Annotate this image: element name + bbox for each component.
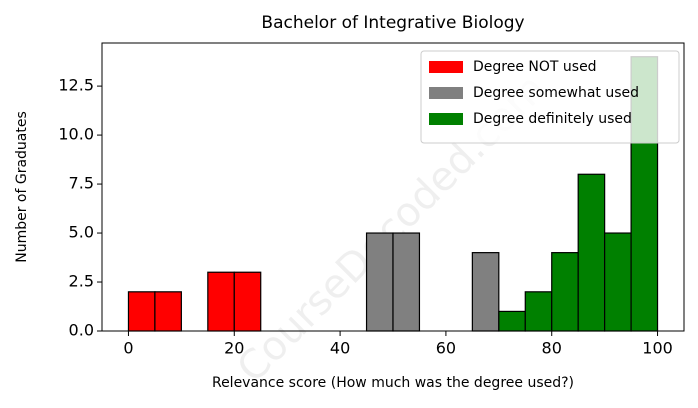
bar bbox=[127, 291, 156, 332]
bar bbox=[577, 173, 606, 332]
legend-label: Degree NOT used bbox=[473, 59, 597, 75]
plot-frame bbox=[101, 42, 685, 332]
y-tick-label: 2.5 bbox=[69, 272, 94, 291]
x-tick-label: 20 bbox=[224, 339, 244, 358]
legend-swatch bbox=[429, 87, 463, 99]
bar bbox=[207, 271, 235, 332]
legend-label: Degree somewhat used bbox=[473, 85, 639, 101]
x-tick-label: 60 bbox=[436, 339, 456, 358]
chart-title: Bachelor of Integrative Biology bbox=[261, 13, 524, 33]
y-tick-label: 5.0 bbox=[69, 223, 94, 242]
x-axis-label: Relevance score (How much was the degree… bbox=[212, 375, 574, 391]
x-tick-label: 40 bbox=[330, 339, 350, 358]
x-tick-label: 0 bbox=[123, 339, 133, 358]
bar bbox=[524, 291, 553, 332]
bar bbox=[365, 232, 394, 332]
y-tick-label: 0.0 bbox=[69, 321, 94, 340]
legend-label: Degree definitely used bbox=[473, 111, 632, 127]
legend-frame bbox=[420, 50, 680, 144]
x-tick-label: 100 bbox=[642, 339, 673, 358]
bar bbox=[604, 232, 632, 332]
bar bbox=[498, 310, 526, 332]
legend-swatch bbox=[429, 113, 463, 125]
bar bbox=[392, 232, 421, 332]
y-tick-label: 12.5 bbox=[58, 76, 94, 95]
x-tick-label: 80 bbox=[542, 339, 562, 358]
bar bbox=[154, 291, 182, 332]
bar bbox=[233, 271, 262, 332]
y-tick-label: 7.5 bbox=[69, 174, 94, 193]
legend-swatch bbox=[429, 61, 463, 73]
bar bbox=[471, 252, 500, 332]
y-axis-label: Number of Graduates bbox=[14, 111, 30, 263]
y-tick-label: 10.0 bbox=[58, 125, 94, 144]
bar bbox=[551, 252, 579, 332]
